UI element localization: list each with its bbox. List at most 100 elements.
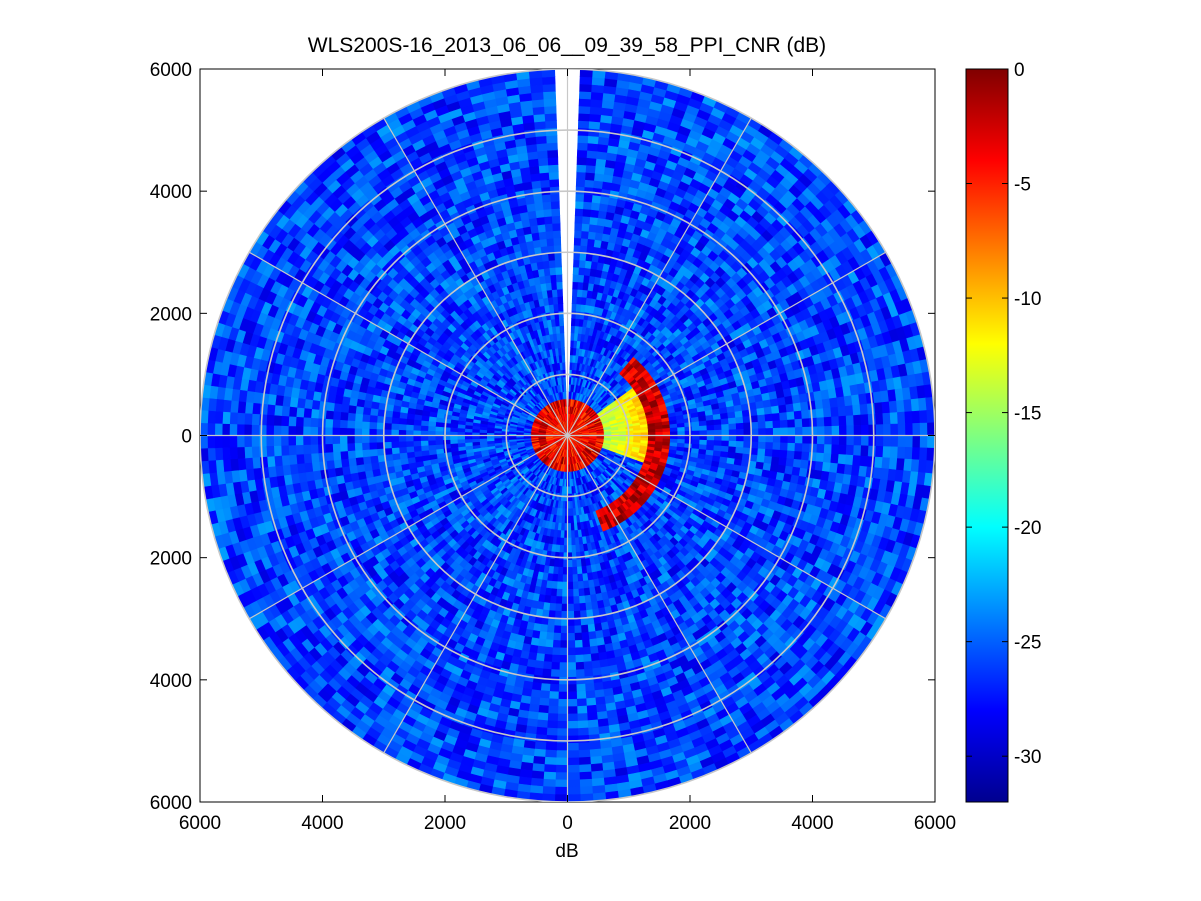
- cnr-cell: [570, 537, 576, 546]
- cnr-cell: [584, 602, 593, 611]
- cnr-cell: [546, 720, 558, 729]
- cnr-cell: [911, 447, 921, 461]
- cnr-cell: [706, 424, 715, 431]
- cnr-cell: [542, 661, 552, 670]
- cnr-cell: [556, 735, 568, 744]
- cnr-cell: [546, 624, 555, 634]
- cnr-cell: [750, 441, 759, 450]
- cnr-cell: [585, 697, 597, 707]
- cnr-cell: [541, 675, 551, 685]
- cnr-cell: [772, 420, 781, 429]
- cnr-cell: [582, 646, 591, 656]
- cnr-cell: [567, 654, 576, 664]
- cnr-cell: [567, 618, 575, 627]
- cnr-cell: [550, 669, 560, 678]
- cnr-cell: [882, 412, 892, 425]
- cnr-cell: [576, 698, 587, 707]
- cnr-cell: [780, 427, 789, 436]
- cnr-cell: [919, 435, 928, 449]
- cnr-cell: [551, 654, 561, 663]
- cnr-cell: [758, 435, 767, 443]
- cnr-cell: [536, 719, 548, 729]
- cnr-cell: [547, 705, 559, 715]
- cnr-cell: [691, 421, 700, 428]
- cnr-cell: [560, 603, 568, 612]
- cnr-cell: [558, 662, 568, 671]
- cnr-cell: [743, 435, 752, 443]
- cnr-cell: [778, 404, 788, 414]
- cnr-cell: [576, 713, 588, 722]
- cnr-cell: [567, 691, 578, 700]
- cnr-cell: [563, 545, 568, 554]
- cnr-cell: [560, 610, 568, 620]
- cnr-cell: [576, 171, 587, 180]
- cnr-cell: [557, 706, 568, 715]
- cnr-cell: [735, 422, 745, 430]
- cnr-cell: [823, 416, 833, 427]
- cnr-cell: [581, 223, 591, 232]
- cnr-cell: [691, 439, 701, 446]
- cnr-cell: [546, 727, 558, 737]
- cnr-cell: [579, 83, 593, 93]
- cnr-cell: [919, 422, 928, 436]
- cnr-cell: [591, 84, 605, 94]
- cnr-cell: [699, 430, 708, 436]
- cnr-cell: [912, 435, 921, 449]
- cnr-cell: [867, 445, 877, 458]
- cnr-cell: [699, 439, 708, 446]
- cnr-cell: [800, 459, 810, 470]
- cnr-cell: [692, 435, 701, 441]
- cnr-cell: [890, 435, 899, 448]
- cnr-cell: [567, 603, 575, 612]
- cnr-cell: [770, 405, 780, 415]
- cnr-cell: [567, 757, 580, 766]
- cnr-cell: [770, 456, 780, 466]
- cnr-cell: [845, 415, 855, 427]
- cnr-cell: [684, 426, 693, 432]
- cnr-cell: [792, 458, 802, 469]
- cnr-cell: [556, 574, 563, 583]
- cnr-cell: [541, 668, 552, 678]
- cnr-cell: [531, 681, 542, 691]
- cnr-cell: [889, 412, 899, 425]
- cnr-cell: [577, 142, 589, 151]
- cnr-cell: [594, 630, 604, 640]
- cnr-cell: [589, 106, 603, 116]
- cnr-cell: [574, 208, 584, 217]
- cnr-cell: [580, 631, 590, 641]
- cnr-cell: [576, 156, 588, 166]
- cnr-cell: [567, 640, 576, 649]
- cnr-cell: [571, 552, 577, 561]
- cnr-cell: [867, 413, 877, 426]
- cnr-cell: [814, 461, 824, 472]
- cnr-cell: [576, 149, 588, 158]
- cnr-cell: [549, 676, 560, 685]
- cnr-cell: [582, 653, 592, 663]
- cnr-cell: [787, 435, 796, 444]
- cnr-cell: [584, 683, 595, 692]
- cnr-cell: [586, 712, 598, 722]
- cnr-cell: [897, 435, 906, 448]
- cnr-cell: [888, 400, 898, 414]
- cnr-cell: [562, 567, 568, 576]
- cnr-cell: [532, 674, 543, 684]
- cnr-cell: [578, 602, 587, 612]
- cnr-cell: [559, 647, 568, 656]
- cnr-cell: [551, 647, 561, 656]
- cnr-cell: [778, 457, 788, 467]
- cnr-cell: [772, 442, 781, 451]
- cnr-cell: [706, 430, 715, 436]
- cnr-cell: [655, 428, 664, 433]
- cnr-cell: [736, 435, 745, 442]
- cnr-cell: [567, 750, 580, 759]
- cnr-cell: [586, 157, 598, 167]
- cnr-cell: [545, 631, 555, 641]
- cnr-cell: [535, 726, 548, 736]
- cnr-cell: [866, 456, 876, 469]
- cnr-cell: [588, 223, 598, 233]
- cnr-cell: [545, 742, 558, 751]
- cnr-cell: [714, 429, 723, 436]
- cnr-cell: [572, 574, 579, 583]
- cnr-cell: [534, 734, 547, 743]
- cnr-cell: [896, 458, 906, 472]
